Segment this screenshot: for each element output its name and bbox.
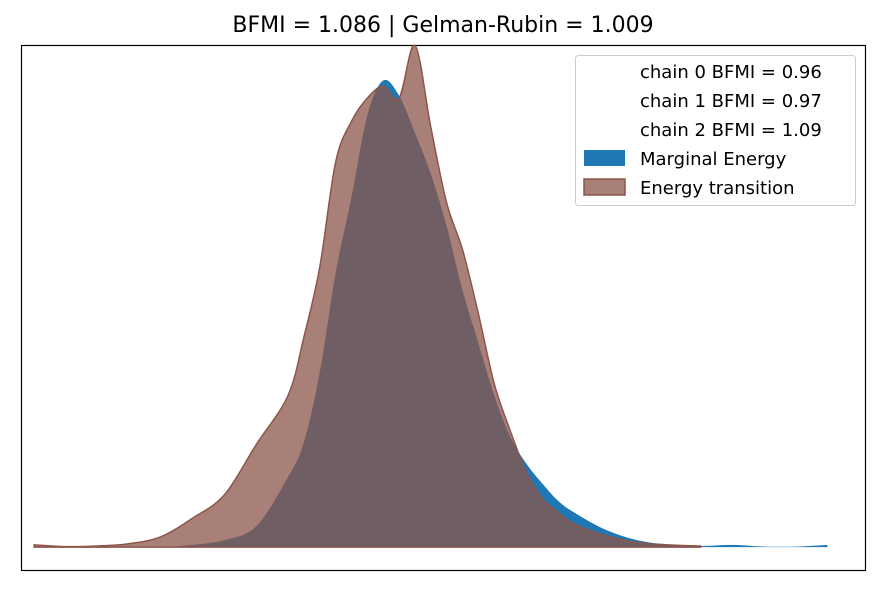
legend-chain-2: chain 2 BFMI = 1.09 (640, 120, 822, 141)
density-areas (33, 44, 828, 548)
legend: chain 0 BFMI = 0.96 chain 1 BFMI = 0.97 … (575, 55, 856, 206)
legend-chain-0: chain 0 BFMI = 0.96 (640, 62, 822, 83)
legend-swatch-marginal-energy (584, 150, 625, 166)
legend-swatch-energy-transition (583, 178, 626, 196)
density-area-energy-transition (33, 44, 702, 548)
legend-frame (575, 55, 856, 206)
legend-label-marginal-energy: Marginal Energy (640, 149, 787, 170)
legend-chain-1: chain 1 BFMI = 0.97 (640, 91, 822, 112)
chart-title: BFMI = 1.086 | Gelman-Rubin = 1.009 (232, 13, 653, 38)
legend-label-energy-transition: Energy transition (640, 178, 795, 199)
plot-frame (20, 44, 867, 572)
